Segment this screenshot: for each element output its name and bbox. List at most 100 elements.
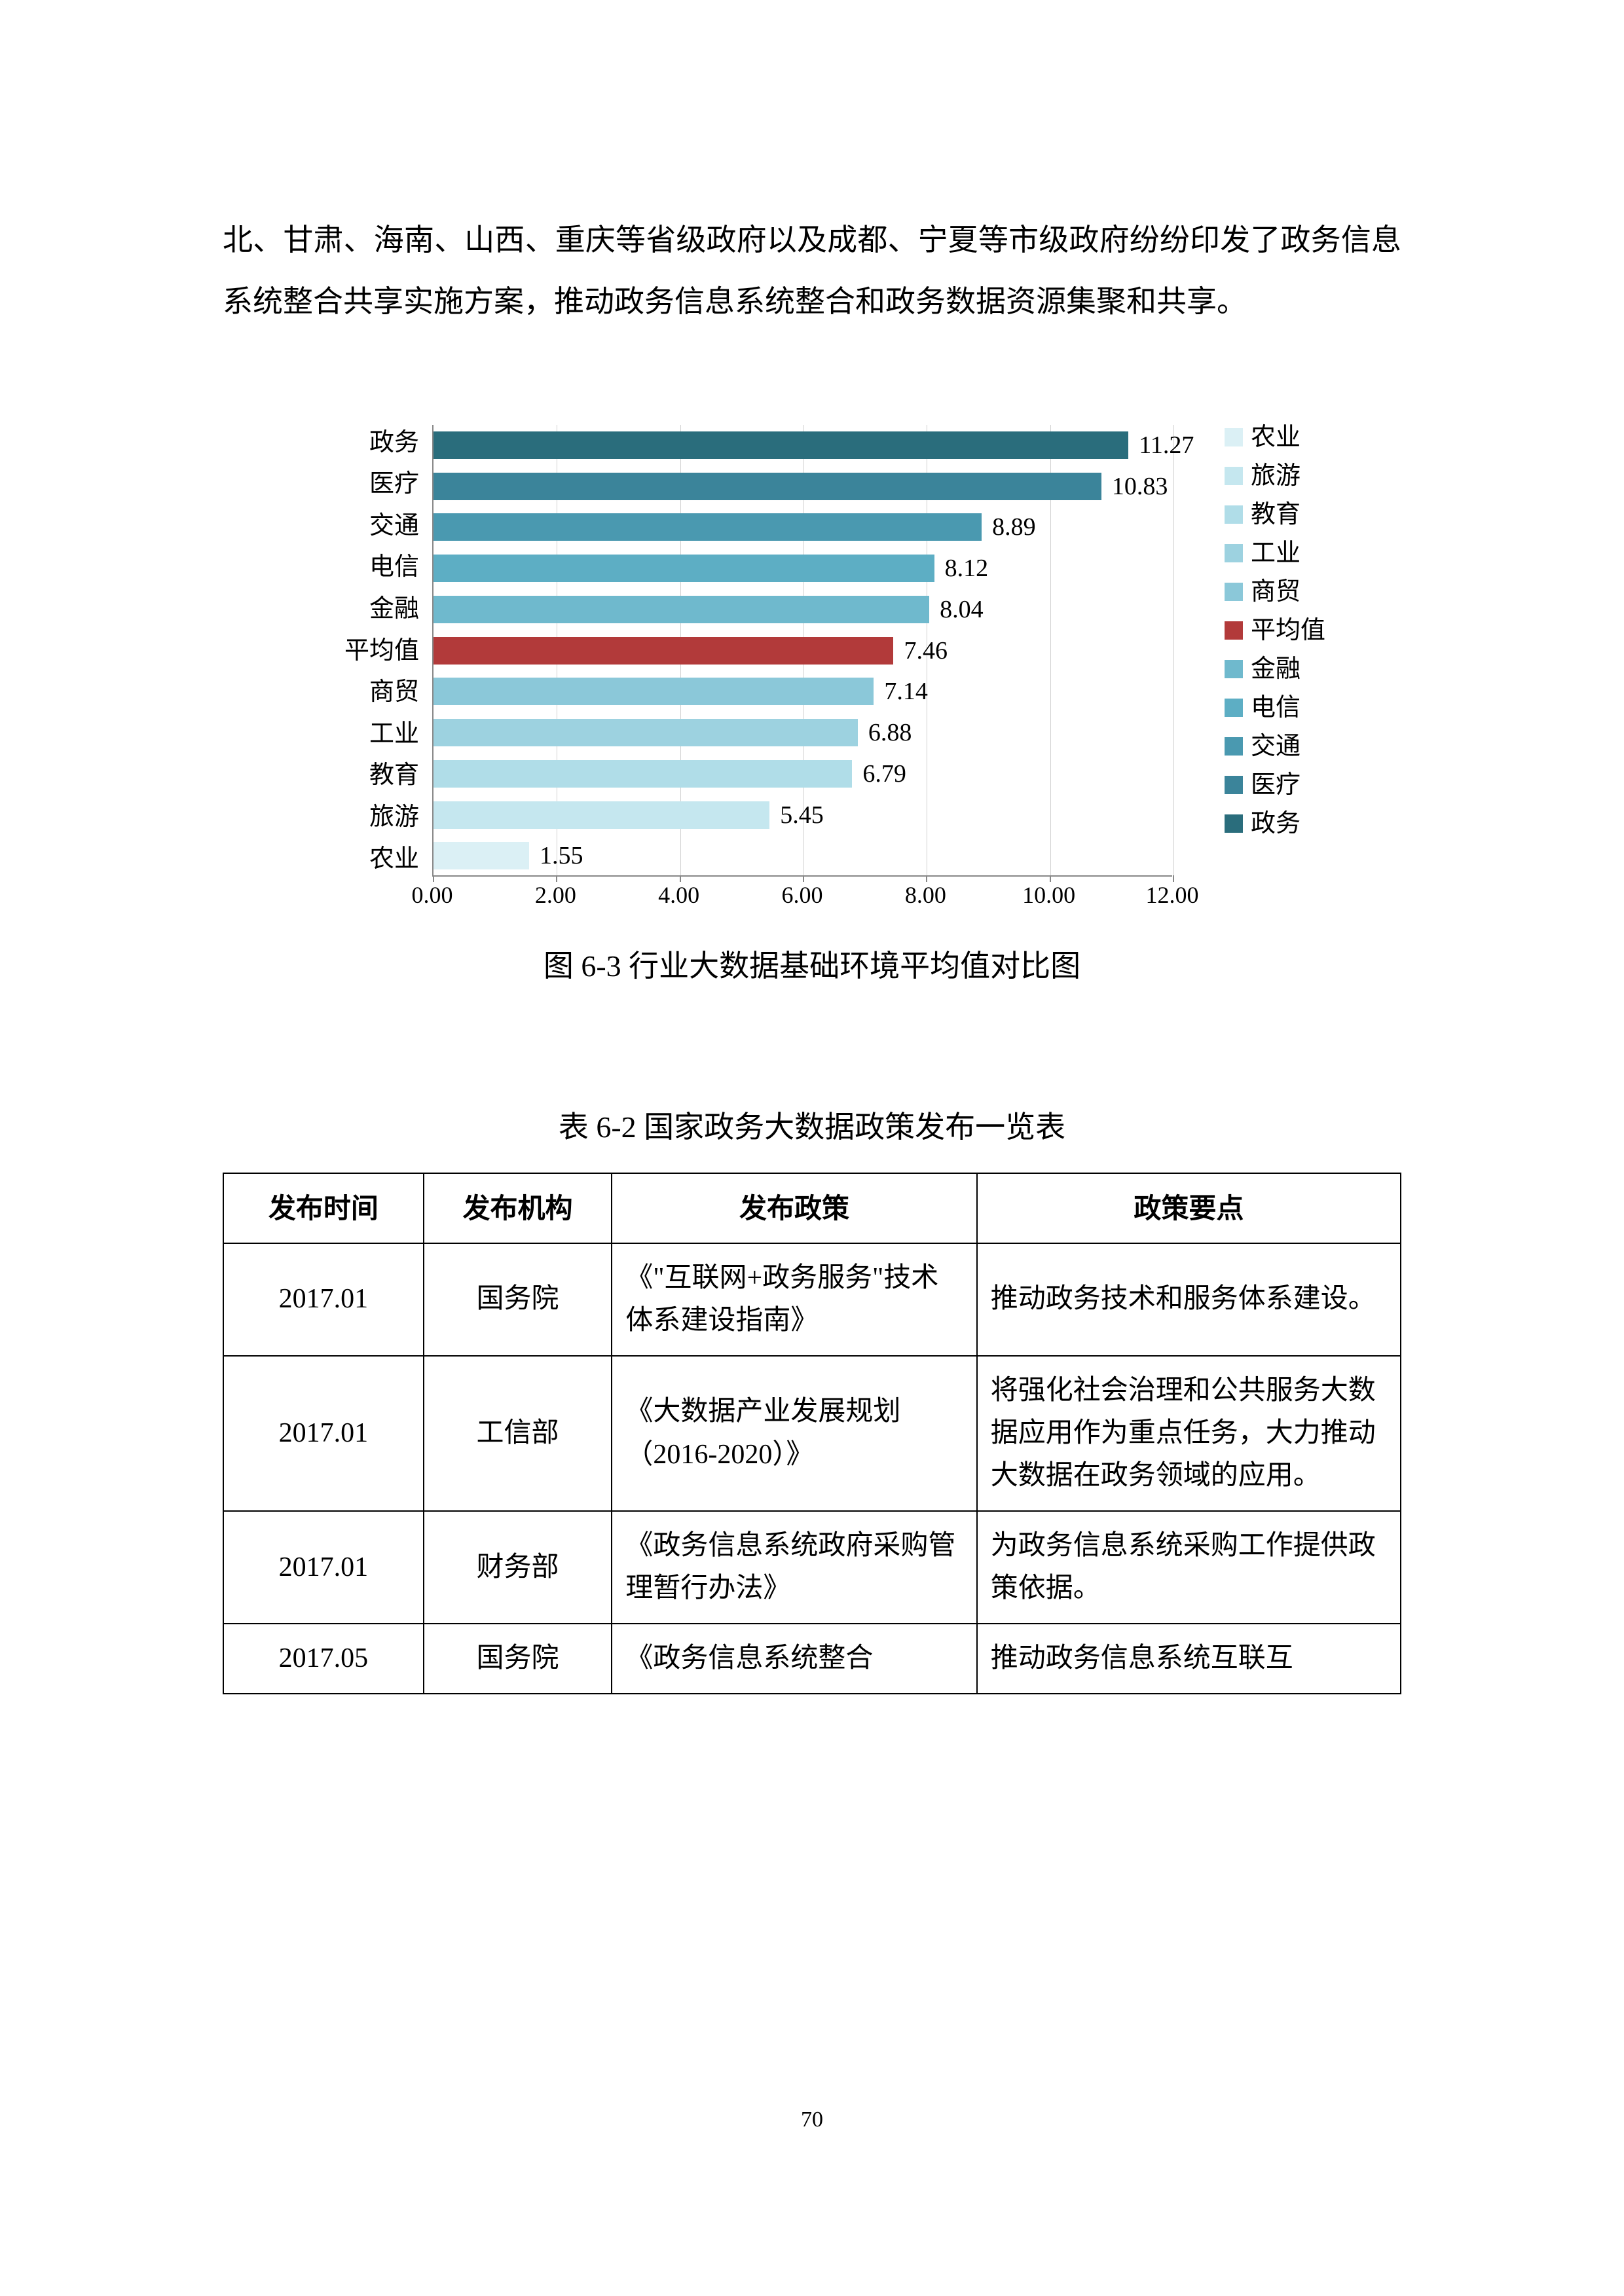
legend-label: 政务	[1251, 811, 1301, 836]
bar-value-label: 7.14	[884, 679, 928, 704]
x-axis-label: 2.00	[535, 883, 576, 907]
table-header-cell: 发布政策	[612, 1173, 976, 1243]
legend-swatch	[1225, 467, 1243, 485]
bar	[434, 637, 893, 665]
bar-value-label: 8.12	[945, 556, 989, 581]
bar-row: 7.14	[434, 678, 928, 705]
bar	[434, 678, 874, 705]
table-cell: 《政务信息系统政府采购管理暂行办法》	[612, 1511, 976, 1624]
x-axis-label: 6.00	[782, 883, 823, 907]
legend-item: 工业	[1225, 541, 1375, 566]
policy-table: 发布时间发布机构发布政策政策要点 2017.01国务院《"互联网+政务服务"技术…	[223, 1173, 1401, 1695]
chart-plot-area: 11.2710.838.898.128.047.467.146.886.795.…	[432, 425, 1172, 877]
legend-label: 农业	[1251, 425, 1301, 450]
table-cell: 2017.01	[223, 1511, 424, 1624]
x-tick	[1050, 875, 1051, 882]
x-axis-label: 4.00	[658, 883, 699, 907]
legend-label: 商贸	[1251, 579, 1301, 604]
bar	[434, 719, 858, 746]
x-tick	[926, 875, 927, 882]
table-caption: 表 6-2 国家政务大数据政策发布一览表	[223, 1103, 1401, 1146]
table-cell: 为政务信息系统采购工作提供政策依据。	[977, 1511, 1401, 1624]
bar	[434, 760, 852, 788]
legend-swatch	[1225, 737, 1243, 756]
table-cell: 2017.01	[223, 1243, 424, 1356]
table-row: 2017.05国务院《政务信息系统整合推动政务信息系统互联互	[223, 1624, 1401, 1694]
y-axis-label: 交通	[275, 513, 419, 538]
y-axis-label: 金融	[275, 596, 419, 621]
table-cell: 2017.05	[223, 1624, 424, 1694]
y-axis-label: 农业	[275, 847, 419, 871]
legend-label: 交通	[1251, 734, 1301, 759]
legend-swatch	[1225, 776, 1243, 794]
x-tick	[1173, 875, 1174, 882]
bar-row: 8.12	[434, 555, 988, 582]
legend-swatch	[1225, 699, 1243, 717]
legend-swatch	[1225, 621, 1243, 640]
gridline	[1173, 425, 1174, 875]
legend-item: 旅游	[1225, 464, 1375, 488]
legend-item: 医疗	[1225, 773, 1375, 797]
bar-value-label: 1.55	[540, 843, 583, 868]
table-cell: 财务部	[424, 1511, 612, 1624]
legend-item: 电信	[1225, 695, 1375, 720]
table-row: 2017.01财务部《政务信息系统政府采购管理暂行办法》为政务信息系统采购工作提…	[223, 1511, 1401, 1624]
bar-value-label: 10.83	[1112, 474, 1168, 499]
legend-swatch	[1225, 583, 1243, 601]
x-axis-labels: 0.002.004.006.008.0010.0012.00	[432, 883, 1172, 916]
table-cell: 将强化社会治理和公共服务大数据应用作为重点任务，大力推动大数据在政务领域的应用。	[977, 1356, 1401, 1511]
y-axis-label: 工业	[275, 721, 419, 746]
legend-label: 旅游	[1251, 464, 1301, 488]
legend-label: 电信	[1251, 695, 1301, 720]
table-row: 2017.01国务院《"互联网+政务服务"技术体系建设指南》推动政务技术和服务体…	[223, 1243, 1401, 1356]
y-axis-label: 电信	[275, 555, 419, 579]
x-tick	[803, 875, 804, 882]
legend-item: 平均值	[1225, 618, 1375, 643]
bar-value-label: 7.46	[904, 638, 948, 663]
bar	[434, 473, 1101, 500]
legend-item: 金融	[1225, 657, 1375, 682]
legend-swatch	[1225, 544, 1243, 562]
bar-value-label: 5.45	[780, 803, 824, 828]
legend-item: 农业	[1225, 425, 1375, 450]
table-cell: 推动政务信息系统互联互	[977, 1624, 1401, 1694]
table-cell: 2017.01	[223, 1356, 424, 1511]
chart-legend: 农业旅游教育工业商贸平均值金融电信交通医疗政务	[1225, 425, 1375, 836]
table-header-cell: 发布时间	[223, 1173, 424, 1243]
chart-caption: 图 6-3 行业大数据基础环境平均值对比图	[223, 942, 1401, 985]
y-axis-label: 旅游	[275, 805, 419, 829]
bar-value-label: 11.27	[1139, 433, 1194, 458]
y-axis-label: 医疗	[275, 471, 419, 496]
legend-item: 政务	[1225, 811, 1375, 836]
bar-chart: 政务医疗交通电信金融平均值商贸工业教育旅游农业 11.2710.838.898.…	[223, 425, 1401, 985]
legend-item: 商贸	[1225, 579, 1375, 604]
x-axis-label: 8.00	[905, 883, 946, 907]
table-header-row: 发布时间发布机构发布政策政策要点	[223, 1173, 1401, 1243]
x-tick	[680, 875, 681, 882]
table-cell: 《"互联网+政务服务"技术体系建设指南》	[612, 1243, 976, 1356]
bar-row: 10.83	[434, 473, 1168, 500]
y-axis-label: 政务	[275, 430, 419, 455]
legend-swatch	[1225, 660, 1243, 678]
table-header-cell: 政策要点	[977, 1173, 1401, 1243]
legend-swatch	[1225, 505, 1243, 524]
y-axis-label: 教育	[275, 763, 419, 788]
bar	[434, 801, 769, 829]
table-cell: 《政务信息系统整合	[612, 1624, 976, 1694]
legend-item: 交通	[1225, 734, 1375, 759]
bar	[434, 431, 1128, 459]
table-cell: 国务院	[424, 1243, 612, 1356]
table-cell: 《大数据产业发展规划（2016-2020）》	[612, 1356, 976, 1511]
legend-swatch	[1225, 428, 1243, 446]
table-row: 2017.01工信部《大数据产业发展规划（2016-2020）》将强化社会治理和…	[223, 1356, 1401, 1511]
bar	[434, 513, 982, 541]
body-paragraph: 北、甘肃、海南、山西、重庆等省级政府以及成都、宁夏等市级政府纷纷印发了政务信息系…	[223, 210, 1401, 333]
bar-row: 8.04	[434, 596, 984, 623]
legend-label: 教育	[1251, 502, 1301, 527]
legend-label: 平均值	[1251, 618, 1325, 643]
x-tick	[556, 875, 557, 882]
x-axis-label: 12.00	[1146, 883, 1199, 907]
bar-value-label: 6.88	[868, 720, 912, 745]
table-header-cell: 发布机构	[424, 1173, 612, 1243]
legend-label: 工业	[1251, 541, 1301, 566]
